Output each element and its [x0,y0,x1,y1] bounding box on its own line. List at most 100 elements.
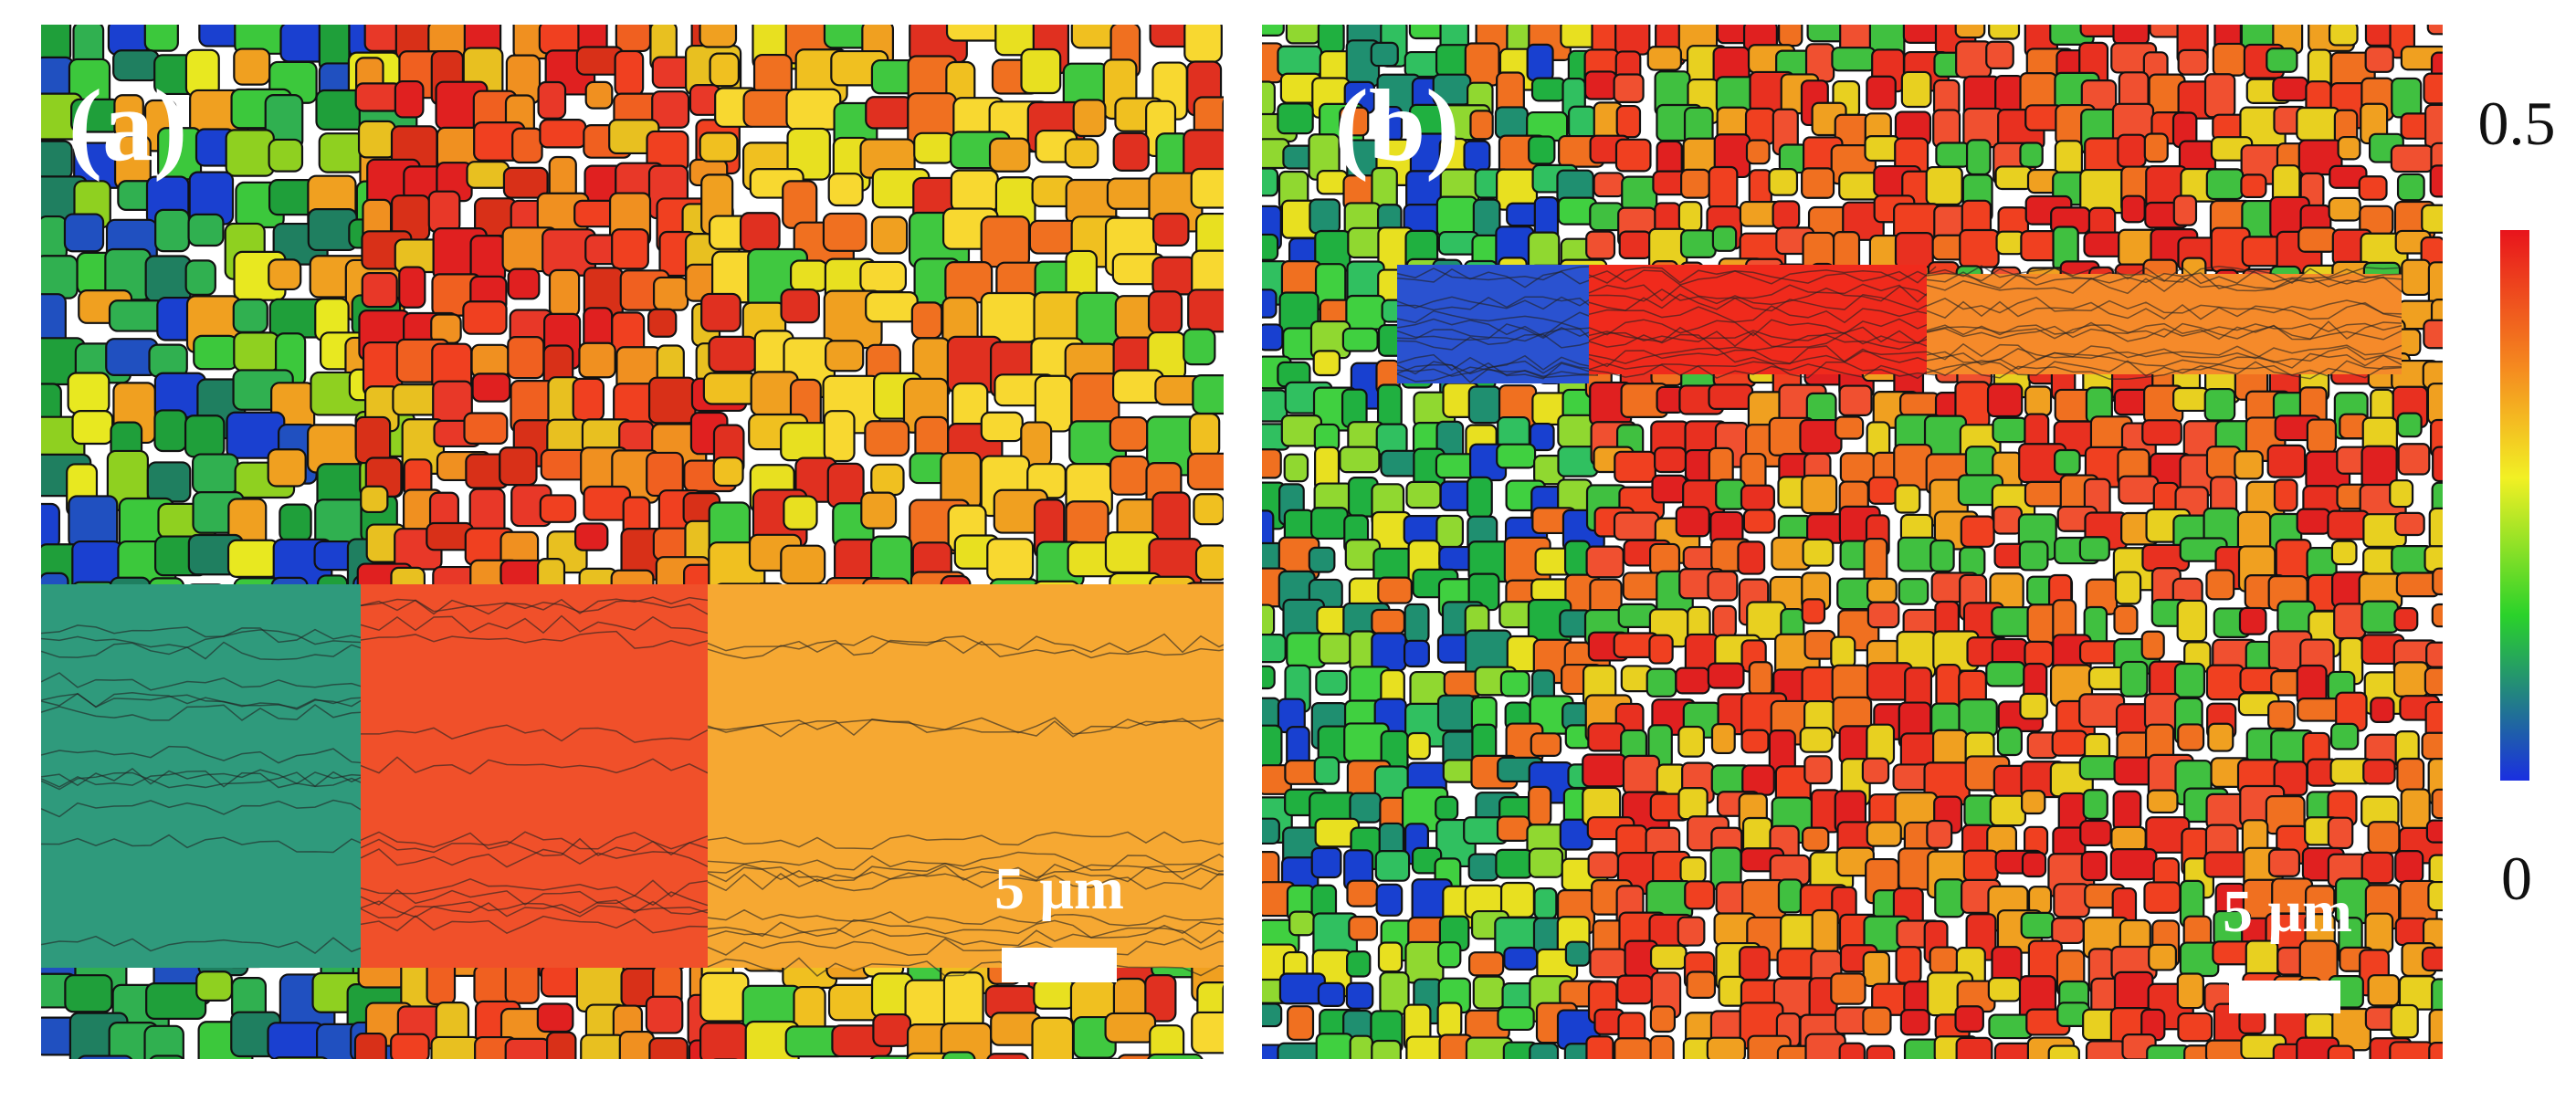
grain [2333,603,2367,640]
grain [1679,229,1717,258]
grain [1109,455,1150,496]
grain [645,995,684,1034]
panel-a-map [41,25,1224,1112]
grain [507,336,545,380]
grain [2205,168,2245,201]
grain [1497,1006,1535,1032]
grain [149,1054,184,1059]
grain [1109,416,1149,452]
grain [502,166,549,199]
grain [1932,109,1961,149]
grain [1370,41,1399,68]
boundary-line [1396,296,1599,313]
boundary-line [41,704,371,721]
grain [2329,722,2360,750]
boundary-line [1396,318,1599,338]
grain [1801,474,1838,515]
grain [2423,319,2443,350]
grain [2120,194,2146,224]
grain [2054,448,2081,476]
grain [71,410,114,446]
grain [2148,943,2178,971]
grain [1985,661,2026,687]
grain [2330,540,2358,566]
grain [2053,883,2090,918]
grain [1593,172,1625,198]
grain [1866,75,1897,110]
boundary-line [1588,345,1937,365]
grain [2396,412,2423,438]
grain [1262,323,1284,351]
grain [1645,667,1677,698]
grain [825,1067,857,1102]
grain [1530,732,1562,757]
grain [1621,175,1658,212]
grain [1616,974,1654,1005]
grain [1072,99,1107,138]
boundary-line [360,900,709,918]
grain [1339,106,1370,137]
grain [2112,790,2142,832]
grain [41,255,79,299]
boundary-line [1396,309,1599,324]
panel-b-map [1262,25,2443,1059]
grain [1955,1036,1993,1059]
grain [2177,48,2209,76]
grain [648,1037,689,1059]
grain [2275,539,2312,580]
grain [752,1061,787,1112]
grain [2146,789,2179,814]
grain [1993,1042,2036,1059]
boundary-line [707,927,1224,947]
grain [1651,474,1688,504]
grain [913,131,955,164]
panel-label: (a) [68,69,188,183]
grain [709,52,741,88]
grain [1803,755,1833,785]
grain [784,1067,831,1108]
grain [2140,630,2165,660]
grain [2173,662,2206,698]
grain [1112,131,1150,172]
boundary-line [1588,283,1937,303]
grain [785,88,842,131]
grain [359,1065,407,1094]
grain [41,502,60,550]
grain [2266,47,2298,73]
grain [1649,944,1688,970]
grain [1861,757,1890,784]
grain [1310,507,1349,540]
grain [1898,578,1929,605]
grain [1866,821,1902,847]
grain [1585,545,1624,579]
grain [268,138,304,173]
grain [574,522,609,551]
grain [1585,1035,1614,1059]
grain [2360,600,2399,634]
grain [1740,729,1770,754]
boundary-line [707,957,1224,977]
grain [1894,232,1934,269]
boundary-line [1396,293,1599,310]
grain [1925,165,1963,206]
boundary-line [360,831,709,850]
grain [1708,165,1739,211]
grain [789,259,828,292]
grain [950,169,999,213]
grain [2327,816,2354,850]
grain [68,495,119,550]
grain [2327,1044,2355,1059]
grain [1277,1042,1323,1059]
grain [1317,981,1346,1007]
grain [1583,70,1618,100]
grain [2110,825,2147,853]
grain [2019,142,2044,168]
grain [1349,1034,1373,1059]
grain [1499,670,1530,698]
grain [1958,698,1998,738]
grain [611,228,649,270]
boundary-line [360,614,709,635]
grain [2047,1044,2080,1059]
grain [1262,665,1276,690]
